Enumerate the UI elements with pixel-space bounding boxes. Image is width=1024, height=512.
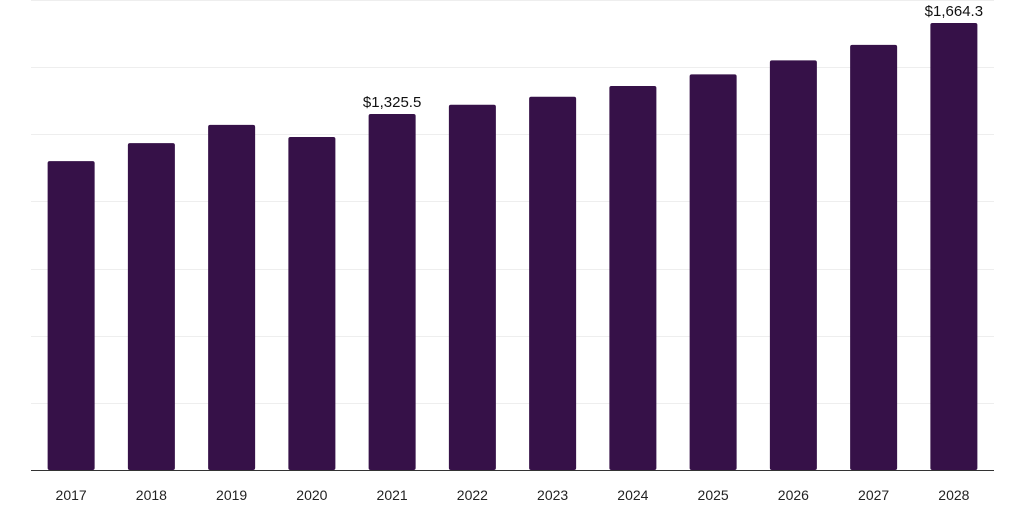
x-tick-label-2018: 2018 — [136, 487, 167, 503]
bars — [47, 23, 978, 471]
x-tick-label-2023: 2023 — [537, 487, 568, 503]
data-label-2021: $1,325.5 — [363, 94, 421, 111]
bar-2026 — [769, 60, 817, 471]
gridlines — [31, 0, 994, 471]
x-tick-label-2024: 2024 — [617, 487, 648, 503]
x-tick-label-2028: 2028 — [938, 487, 969, 503]
bar-2020 — [288, 136, 336, 470]
x-tick-label-2017: 2017 — [56, 487, 87, 503]
x-tick-label-2026: 2026 — [778, 487, 809, 503]
bar-2028 — [930, 23, 978, 471]
bar-2024 — [609, 85, 657, 470]
bar-2019 — [208, 124, 256, 470]
data-labels: $1,325.5 $1,664.3 — [363, 3, 983, 111]
bar-2018 — [127, 143, 175, 470]
bar-2025 — [689, 74, 737, 470]
bar-2027 — [850, 44, 898, 470]
x-axis-tick-labels: 2017 2018 2019 2020 2021 2022 2023 2024 2025 2026… — [56, 487, 970, 503]
bar-2022 — [448, 104, 496, 471]
x-tick-label-2020: 2020 — [296, 487, 327, 503]
x-tick-label-2027: 2027 — [858, 487, 889, 503]
x-tick-label-2022: 2022 — [457, 487, 488, 503]
x-tick-label-2019: 2019 — [216, 487, 247, 503]
x-tick-label-2021: 2021 — [377, 487, 408, 503]
bar-2021 — [368, 114, 416, 470]
x-tick-label-2025: 2025 — [698, 487, 729, 503]
bar-2023 — [529, 96, 577, 470]
bar-2017 — [47, 161, 95, 470]
data-label-2028: $1,664.3 — [925, 3, 983, 20]
